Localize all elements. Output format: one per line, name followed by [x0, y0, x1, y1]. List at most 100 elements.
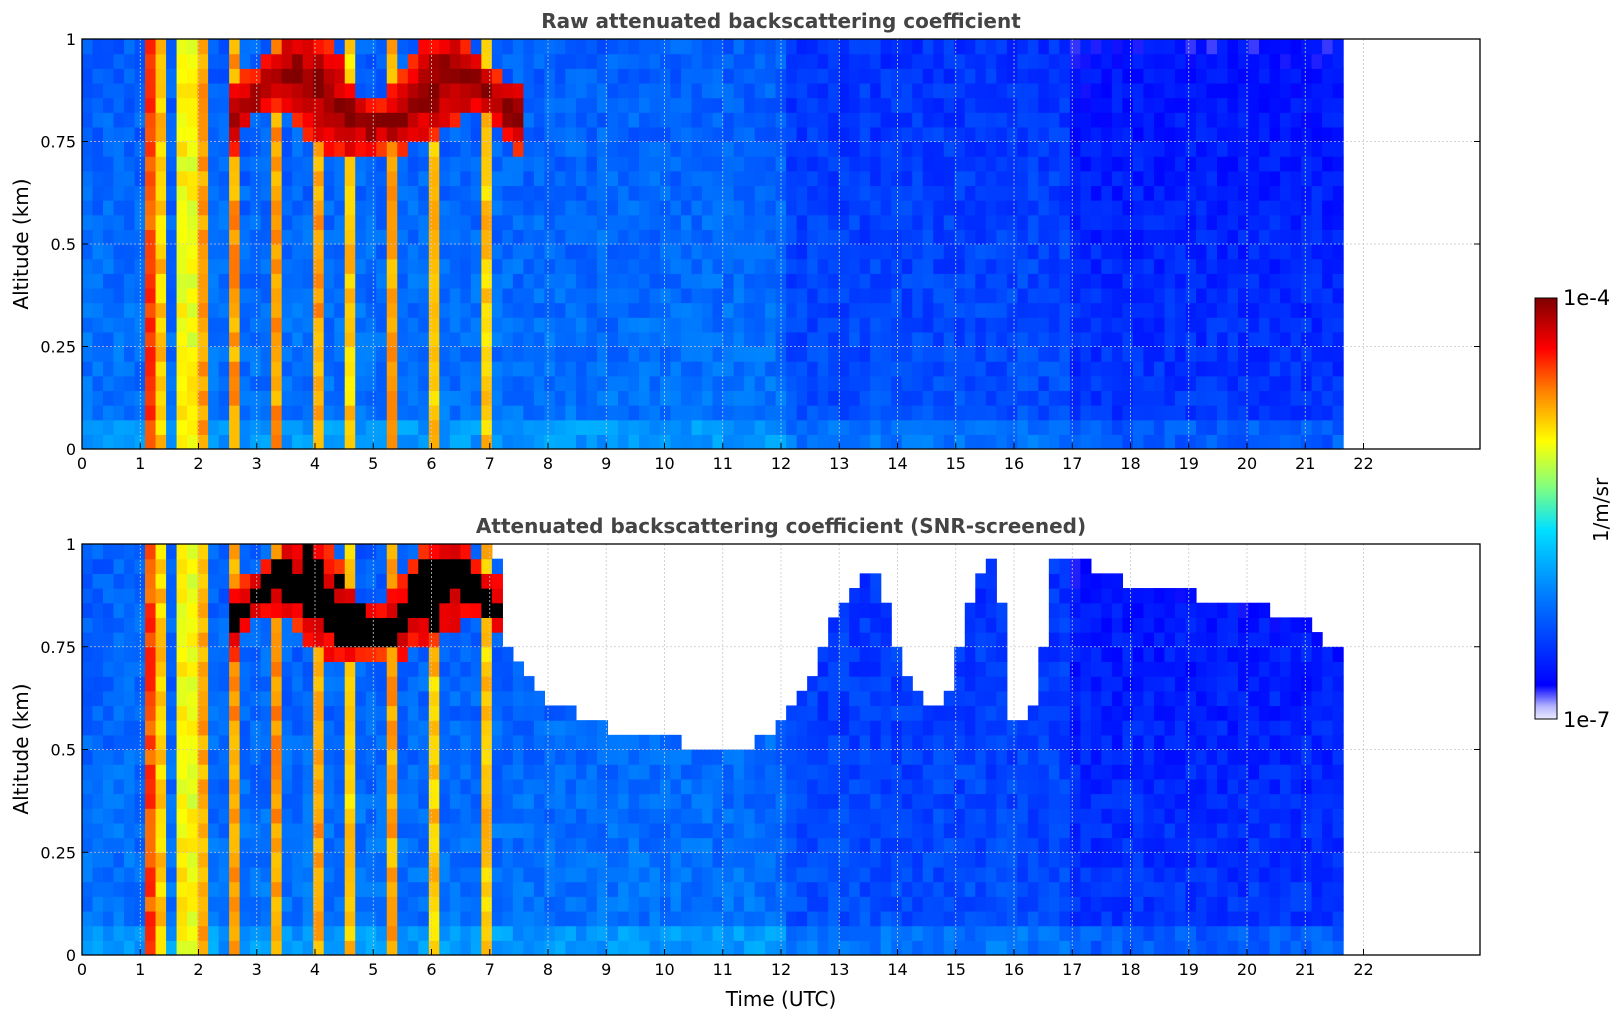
heatmap-cell [1206, 156, 1218, 172]
heatmap-cell [880, 185, 892, 201]
heatmap-cell [218, 734, 230, 751]
heatmap-cell [1311, 156, 1323, 172]
heatmap-cell [365, 778, 377, 795]
heatmap-cell [428, 112, 440, 128]
heatmap-cell [754, 734, 766, 751]
heatmap-cell [786, 214, 798, 230]
heatmap-cell [197, 156, 209, 172]
heatmap-cell [113, 544, 125, 560]
heatmap-cell [113, 778, 125, 795]
heatmap-cell [481, 925, 493, 941]
heatmap-cell [975, 112, 987, 128]
heatmap-cell [859, 200, 871, 216]
heatmap-cell [649, 170, 661, 187]
heatmap-cell [491, 141, 503, 157]
heatmap-cell [176, 405, 188, 421]
heatmap-cell [155, 573, 167, 589]
heatmap-cell [460, 544, 472, 560]
heatmap-cell [649, 896, 661, 912]
heatmap-cell [859, 244, 871, 260]
heatmap-cell [733, 925, 745, 941]
heatmap-cell [891, 258, 903, 274]
heatmap-cell [596, 749, 609, 765]
heatmap-cell [1017, 346, 1029, 362]
heatmap-cell [250, 617, 262, 633]
heatmap-cell [344, 244, 356, 260]
heatmap-cell [775, 258, 787, 274]
heatmap-cell [145, 690, 157, 707]
heatmap-cell [512, 244, 524, 260]
heatmap-cell [670, 258, 682, 274]
heatmap-cell [691, 317, 703, 333]
heatmap-cell [1027, 53, 1039, 69]
heatmap-cell [943, 405, 955, 421]
heatmap-cell [292, 170, 304, 187]
heatmap-cell [1206, 53, 1218, 69]
heatmap-cell [491, 156, 503, 172]
heatmap-cell [575, 214, 588, 230]
heatmap-cell [1322, 346, 1334, 362]
heatmap-cell [596, 881, 609, 897]
heatmap-cell [439, 896, 451, 912]
x-tick-label: 8 [543, 454, 553, 473]
heatmap-cell [660, 837, 672, 853]
heatmap-cell [670, 331, 682, 348]
heatmap-cell [943, 302, 955, 318]
heatmap-cell [334, 866, 346, 883]
heatmap-cell [250, 244, 262, 260]
heatmap-cell [1069, 375, 1081, 392]
heatmap-cell [103, 287, 115, 304]
heatmap-cell [859, 229, 871, 245]
heatmap-cell [712, 68, 724, 84]
heatmap-cell [523, 808, 535, 824]
heatmap-cell [397, 170, 409, 187]
heatmap-cell [996, 244, 1008, 260]
heatmap-cell [355, 434, 367, 449]
heatmap-cell [386, 419, 398, 435]
heatmap-cell [271, 229, 283, 245]
heatmap-cell [754, 214, 766, 230]
heatmap-cell [250, 97, 262, 113]
heatmap-cell [281, 375, 293, 392]
heatmap-cell [449, 346, 461, 362]
heatmap-cell [554, 361, 567, 377]
heatmap-cell [187, 200, 199, 216]
heatmap-cell [1269, 229, 1281, 245]
heatmap-cell [218, 617, 230, 633]
heatmap-cell [702, 302, 714, 318]
heatmap-cell [554, 881, 567, 897]
heatmap-cell [1332, 419, 1344, 435]
heatmap-cell [912, 317, 924, 333]
heatmap-cell [355, 273, 367, 289]
heatmap-cell [92, 822, 104, 839]
heatmap-cell [460, 287, 472, 304]
heatmap-cell [523, 676, 535, 692]
heatmap-cell [723, 434, 735, 449]
heatmap-cell [596, 822, 609, 839]
heatmap-cell [628, 170, 640, 187]
heatmap-cell [376, 646, 388, 663]
heatmap-cell [1017, 317, 1029, 333]
heatmap-cell [376, 896, 388, 912]
heatmap-cell [355, 646, 367, 663]
heatmap-cell [208, 170, 220, 187]
heatmap-cell [723, 287, 735, 304]
heatmap-cell [1101, 244, 1113, 260]
heatmap-cell [702, 258, 714, 274]
heatmap-cell [292, 602, 304, 618]
heatmap-cell [386, 764, 398, 780]
heatmap-cell [218, 68, 230, 84]
heatmap-cell [554, 734, 567, 751]
heatmap-cell [586, 331, 598, 348]
heatmap-cell [596, 229, 609, 245]
heatmap-cell [1259, 82, 1271, 99]
heatmap-cell [344, 925, 356, 941]
heatmap-cell [1280, 361, 1292, 377]
heatmap-cell [1290, 68, 1302, 84]
heatmap-cell [187, 53, 199, 69]
heatmap-cell [954, 375, 966, 392]
heatmap-cell [554, 866, 567, 883]
heatmap-cell [964, 214, 976, 230]
heatmap-cell [744, 156, 756, 172]
heatmap-cell [922, 170, 934, 187]
